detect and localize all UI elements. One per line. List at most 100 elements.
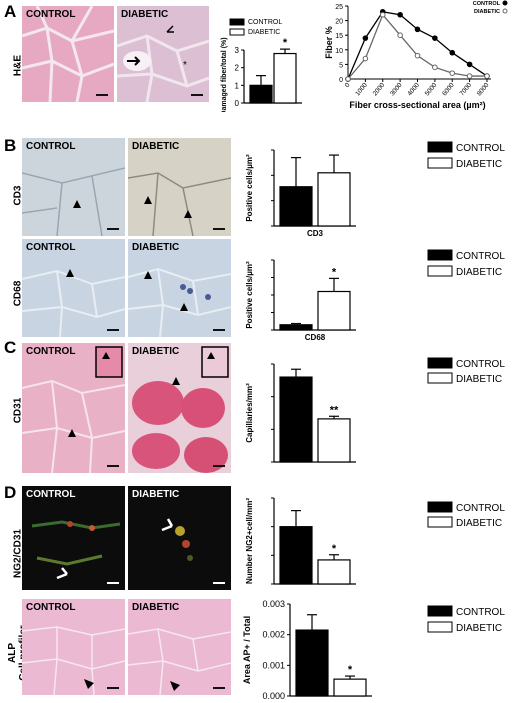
- legend-label-control: CONTROL: [456, 251, 505, 262]
- bar-control: [279, 324, 313, 331]
- panel-letter-a: A: [4, 2, 17, 21]
- legend-swatch-diabetic: [229, 28, 245, 36]
- legend-swatch-diabetic: [427, 157, 453, 169]
- scale-bar: [107, 687, 119, 689]
- x-axis-label: CD68: [305, 333, 326, 342]
- x-axis-label: CD3: [307, 229, 324, 238]
- bar-diabetic: [273, 52, 297, 104]
- scale-bar: [213, 465, 225, 467]
- image-label: CONTROL: [26, 242, 76, 253]
- data-point-diabetic: [466, 73, 473, 79]
- image-label: CONTROL: [26, 489, 76, 500]
- chart-cd3: Positive cells/µm² CD3 CONTROL DIABETIC: [245, 141, 505, 238]
- legend-label-control: CONTROL: [456, 607, 505, 618]
- y-tick-label: 5: [339, 62, 343, 69]
- x-tick-label: 1000: [354, 81, 369, 97]
- legend-marker-diabetic: [502, 8, 508, 14]
- legend-label-control: CONTROL: [473, 1, 501, 7]
- micrograph-alp-control: CONTROL: [22, 599, 125, 695]
- legend-label-diabetic: DIABETIC: [456, 623, 502, 634]
- scale-bar: [213, 687, 225, 689]
- bar-diabetic: [317, 418, 351, 463]
- image-label: DIABETIC: [121, 9, 169, 20]
- scale-bar: [213, 582, 225, 584]
- data-point-control: [414, 26, 421, 33]
- bar-control: [279, 376, 313, 463]
- x-tick-label: 6000: [441, 81, 456, 97]
- legend-swatch-control: [427, 605, 453, 617]
- data-point-control: [362, 35, 369, 41]
- legend-label-control: CONTROL: [456, 359, 505, 370]
- data-point-diabetic: [484, 73, 490, 79]
- x-tick-label: 7000: [458, 81, 473, 97]
- micrograph-cd68-control: CONTROL: [22, 239, 125, 337]
- x-tick-label: 2000: [372, 81, 387, 97]
- legend-label-diabetic: DIABETIC: [456, 159, 502, 170]
- image-label: DIABETIC: [132, 242, 180, 253]
- data-point-control: [466, 61, 473, 68]
- y-tick-label: 2: [235, 64, 240, 73]
- micrograph-cd3-diabetic: DIABETIC: [128, 138, 231, 236]
- chart-ng2: * Number NG2+cell/mm² CONTROL DIABETIC: [245, 497, 505, 585]
- micrograph-cd3-control: CONTROL: [22, 138, 125, 236]
- significance-marker: *: [283, 37, 288, 49]
- image-label: DIABETIC: [132, 489, 180, 500]
- scale-bar: [107, 329, 119, 331]
- data-point-diabetic: [414, 52, 421, 59]
- legend-swatch-control: [229, 18, 245, 26]
- scale-bar: [107, 228, 119, 230]
- legend-swatch-diabetic: [427, 621, 453, 633]
- bar-control: [249, 84, 273, 104]
- micrograph-cd31-control: CONTROL: [22, 343, 125, 473]
- y-axis-label: Positive cells/µm²: [245, 261, 254, 329]
- y-tick-label: 20: [335, 19, 343, 26]
- data-point-diabetic: [379, 11, 386, 18]
- panel-letter-d: D: [4, 483, 17, 502]
- micrograph-ng2-diabetic: DIABETIC: [128, 486, 231, 590]
- legend-label-diabetic: DIABETIC: [248, 29, 280, 36]
- image-label: CONTROL: [26, 346, 76, 357]
- legend-label-diabetic: DIABETIC: [456, 374, 502, 385]
- micrograph-ng2-control: CONTROL: [22, 486, 125, 590]
- y-tick-label: 0: [235, 99, 240, 108]
- chart-damaged-fiber: 0 1 2 3 * Damaged fiber/total (%) CONTROL DIABE…: [221, 18, 302, 112]
- significance-marker: **: [330, 404, 339, 416]
- scale-bar: [107, 465, 119, 467]
- y-tick-label: 0: [339, 77, 343, 84]
- scale-bar: [213, 228, 225, 230]
- data-point-diabetic: [432, 64, 438, 71]
- y-tick-label: 0.002: [262, 630, 285, 640]
- legend-swatch-control: [427, 249, 453, 261]
- data-point-diabetic: [449, 70, 456, 76]
- chart-cd31: ** Capillaries/mm² CONTROL DIABETIC: [245, 357, 505, 463]
- legend-label-control: CONTROL: [456, 503, 505, 514]
- y-tick-label: 0.003: [262, 599, 285, 609]
- x-tick-label: 0: [344, 81, 352, 89]
- y-tick-label: 25: [335, 4, 343, 11]
- x-tick-label: 8000: [476, 81, 491, 97]
- bar-control: [295, 629, 329, 697]
- bar-diabetic: [317, 559, 351, 585]
- legend-label-control: CONTROL: [248, 19, 282, 26]
- bar-control: [279, 186, 313, 227]
- micrograph-cd31-diabetic: DIABETIC: [128, 343, 231, 473]
- micrograph-alp-diabetic: DIABETIC: [128, 599, 231, 695]
- bar-control: [279, 526, 313, 585]
- x-tick-label: 5000: [424, 81, 439, 97]
- y-axis-label: Number NG2+cell/mm²: [245, 498, 254, 584]
- bar-diabetic: [317, 172, 351, 227]
- y-tick-label: 3: [235, 46, 240, 55]
- scale-bar: [96, 94, 108, 96]
- legend-label-diabetic: DIABETIC: [456, 518, 502, 529]
- image-label: DIABETIC: [132, 141, 180, 152]
- micrograph-he-control: CONTROL: [22, 6, 114, 102]
- y-axis-label: Capillaries/mm²: [245, 383, 254, 443]
- bar-diabetic: [317, 290, 351, 331]
- image-label: CONTROL: [26, 141, 76, 152]
- scale-bar: [107, 582, 119, 584]
- micrograph-cd68-diabetic: DIABETIC: [128, 239, 231, 337]
- significance-marker: *: [332, 543, 337, 555]
- image-label: CONTROL: [26, 9, 76, 20]
- image-label: DIABETIC: [132, 346, 180, 357]
